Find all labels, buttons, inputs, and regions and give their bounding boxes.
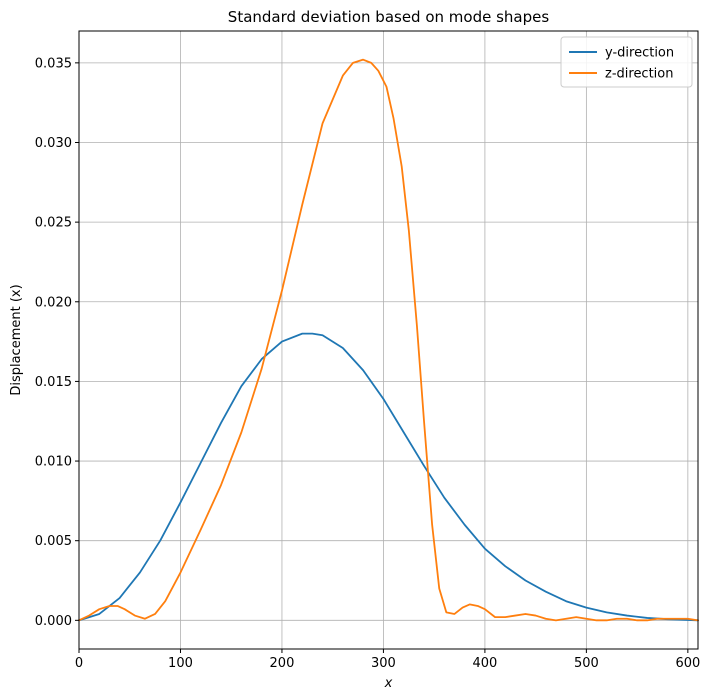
x-tick-label: 500 bbox=[574, 656, 599, 671]
x-tick-label: 200 bbox=[270, 656, 295, 671]
y-tick-label: 0.035 bbox=[35, 56, 72, 71]
x-tick-label: 300 bbox=[371, 656, 396, 671]
grid bbox=[78, 31, 698, 649]
series-line-y-direction bbox=[78, 332, 699, 622]
chart-title: Standard deviation based on mode shapes bbox=[228, 8, 550, 26]
y-tick-label: 0.015 bbox=[35, 375, 72, 390]
y-tick-label: 0.000 bbox=[35, 614, 72, 629]
axis-ticks: 0 100 200 300 400 500 600 0.000 0.005 0.010 0.015 0… bbox=[35, 56, 700, 671]
legend: y-direction z-direction bbox=[560, 36, 693, 88]
legend-box bbox=[560, 36, 693, 88]
y-tick-label: 0.020 bbox=[35, 295, 72, 310]
y-tick-label: 0.005 bbox=[35, 534, 72, 549]
y-tick-label: 0.010 bbox=[35, 455, 72, 470]
legend-label-z-direction: z-direction bbox=[605, 67, 674, 82]
y-axis-label: Displacement (x) bbox=[9, 284, 24, 395]
plot-area bbox=[79, 31, 698, 649]
plot-frame bbox=[78, 30, 699, 650]
y-tick-label: 0.030 bbox=[35, 136, 72, 151]
x-tick-label: 400 bbox=[472, 656, 497, 671]
x-tick-label: 600 bbox=[675, 656, 700, 671]
series-line-z-direction bbox=[78, 58, 699, 622]
x-tick-label: 100 bbox=[168, 656, 193, 671]
x-tick-label: 0 bbox=[75, 656, 83, 671]
x-axis-label: x bbox=[384, 676, 393, 691]
series-lines bbox=[78, 58, 699, 622]
y-tick-label: 0.025 bbox=[35, 216, 72, 231]
legend-label-y-direction: y-direction bbox=[605, 46, 674, 61]
